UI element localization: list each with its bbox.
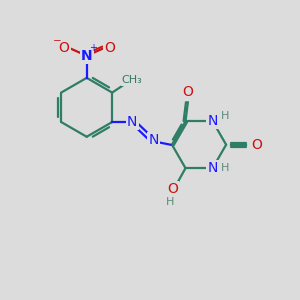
Text: CH₃: CH₃ xyxy=(122,75,142,85)
Text: −: − xyxy=(53,36,62,46)
Text: N: N xyxy=(148,133,159,147)
Text: O: O xyxy=(58,41,70,56)
Text: N: N xyxy=(207,161,218,175)
Text: N: N xyxy=(127,115,137,129)
Text: +: + xyxy=(89,43,97,53)
Text: O: O xyxy=(167,182,178,197)
Text: H: H xyxy=(166,197,174,207)
Text: O: O xyxy=(182,85,193,99)
Text: O: O xyxy=(104,41,115,56)
Text: H: H xyxy=(221,111,229,121)
Text: H: H xyxy=(221,163,229,173)
Text: N: N xyxy=(81,49,92,63)
Text: O: O xyxy=(252,138,262,152)
Text: N: N xyxy=(207,114,218,128)
